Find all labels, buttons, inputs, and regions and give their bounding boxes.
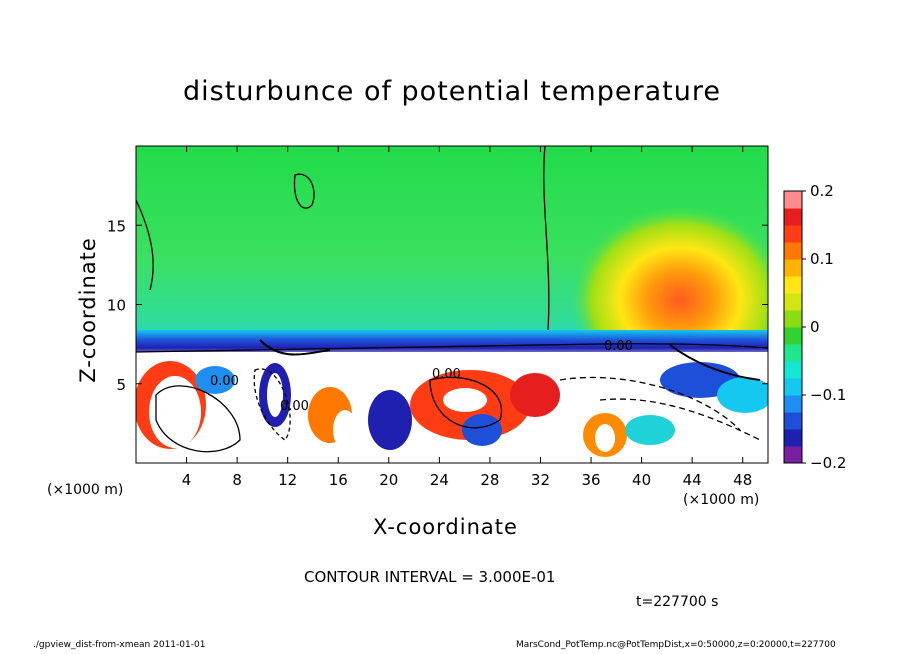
x-axis-label: X-coordinate bbox=[373, 515, 518, 539]
x-tick-label: 48 bbox=[733, 471, 752, 489]
chart-title: disturbunce of potential temperature bbox=[183, 76, 721, 107]
colorbar-swatch bbox=[784, 361, 802, 379]
y-tick-label: 5 bbox=[116, 376, 126, 394]
colorbar: 0.2 0.1 0 −0.1 −0.2 bbox=[783, 182, 846, 472]
x-tick-label: 28 bbox=[480, 471, 499, 489]
y-tick-label: 10 bbox=[107, 297, 126, 315]
colorbar-swatch bbox=[784, 208, 802, 226]
x-tick-label: 40 bbox=[632, 471, 651, 489]
x-tick-label: 12 bbox=[278, 471, 297, 489]
colorbar-swatch bbox=[784, 242, 802, 260]
x-tick-label: 36 bbox=[581, 471, 600, 489]
contour-label: 0.00 bbox=[432, 367, 461, 382]
colorbar-swatch bbox=[784, 191, 802, 209]
contour-label: 0.00 bbox=[210, 374, 239, 389]
contour-label: 0.00 bbox=[604, 339, 633, 354]
colorbar-swatch bbox=[784, 412, 802, 430]
colorbar-swatch bbox=[784, 225, 802, 243]
contour-labels: 0.00 0.00 0.00 0.00 bbox=[210, 339, 633, 414]
colorbar-label: 0 bbox=[810, 318, 820, 336]
colorbar-swatch bbox=[784, 310, 802, 328]
y-tick-label: 15 bbox=[107, 217, 126, 235]
colorbar-swatch bbox=[784, 429, 802, 447]
x-tick-label: 44 bbox=[683, 471, 702, 489]
x-unit-label-right: (×1000 m) bbox=[683, 492, 760, 508]
y-axis: 5 10 15 bbox=[107, 217, 768, 394]
colorbar-swatch bbox=[784, 446, 802, 464]
colorbar-swatch bbox=[784, 259, 802, 277]
colorbar-swatch bbox=[784, 378, 802, 396]
colorbar-label: 0.2 bbox=[810, 182, 834, 200]
x-tick-label: 8 bbox=[232, 471, 242, 489]
x-tick-label: 16 bbox=[329, 471, 348, 489]
contour-interval-text: CONTOUR INTERVAL = 3.000E-01 bbox=[304, 568, 556, 586]
footer-left: ./gpview_dist-from-xmean 2011-01-01 bbox=[33, 640, 206, 650]
heatmap-field: 0.00 0.00 0.00 0.00 bbox=[136, 146, 768, 463]
colorbar-label: −0.1 bbox=[810, 386, 846, 404]
colorbar-label: −0.2 bbox=[810, 454, 846, 472]
y-axis-label: Z-coordinate bbox=[76, 237, 100, 383]
colorbar-label: 0.1 bbox=[810, 250, 834, 268]
footer-right: MarsCond_PotTemp.nc@PotTempDist,x=0:5000… bbox=[516, 640, 836, 650]
x-tick-label: 4 bbox=[182, 471, 192, 489]
colorbar-swatch bbox=[784, 395, 802, 413]
time-stamp: t=227700 s bbox=[636, 594, 719, 610]
contour-lines bbox=[136, 146, 768, 453]
colorbar-swatch bbox=[784, 327, 802, 345]
x-tick-label: 20 bbox=[379, 471, 398, 489]
colorbar-swatch bbox=[784, 293, 802, 311]
colorbar-swatch bbox=[784, 344, 802, 362]
contour-label: 0.00 bbox=[280, 399, 309, 414]
colorbar-swatch bbox=[784, 276, 802, 294]
x-tick-label: 32 bbox=[531, 471, 550, 489]
x-axis: 4 8 12 16 20 24 28 32 36 40 44 48 bbox=[182, 146, 752, 489]
x-unit-label-left: (×1000 m) bbox=[47, 482, 124, 498]
x-tick-label: 24 bbox=[430, 471, 449, 489]
